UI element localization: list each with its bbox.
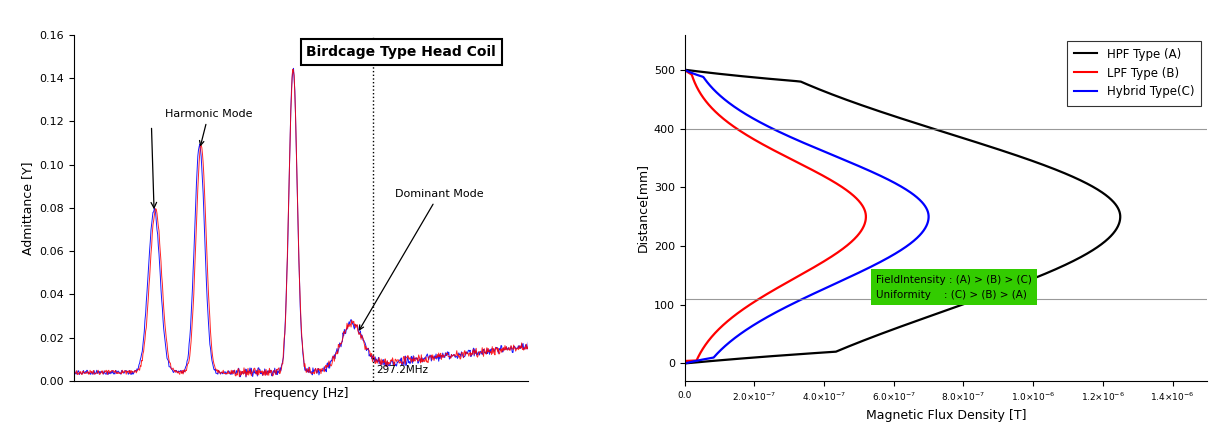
X-axis label: Frequency [Hz]: Frequency [Hz] bbox=[254, 387, 349, 400]
Text: Harmonic Mode: Harmonic Mode bbox=[165, 109, 253, 145]
Y-axis label: Distance[mm]: Distance[mm] bbox=[636, 163, 648, 252]
Text: Birdcage Type Head Coil: Birdcage Type Head Coil bbox=[307, 45, 496, 59]
Y-axis label: Admittance [Y]: Admittance [Y] bbox=[21, 161, 34, 255]
Text: FieldIntensity : (A) > (B) > (C)
Uniformity    : (C) > (B) > (A): FieldIntensity : (A) > (B) > (C) Uniform… bbox=[876, 275, 1032, 300]
Legend: HPF Type (A), LPF Type (B), Hybrid Type(C): HPF Type (A), LPF Type (B), Hybrid Type(… bbox=[1067, 41, 1201, 106]
Text: Dominant Mode: Dominant Mode bbox=[360, 189, 483, 330]
Text: 297.2MHz: 297.2MHz bbox=[376, 365, 428, 375]
X-axis label: Magnetic Flux Density [T]: Magnetic Flux Density [T] bbox=[866, 409, 1026, 422]
